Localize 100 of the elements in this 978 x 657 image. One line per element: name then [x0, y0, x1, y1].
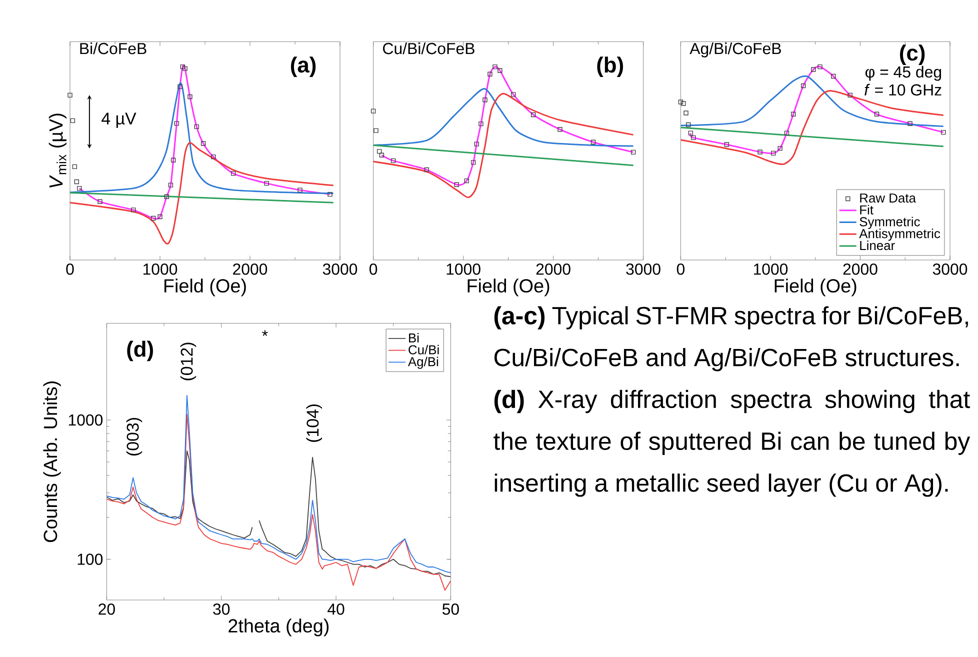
annotation: (a) [290, 56, 316, 78]
point [170, 158, 176, 162]
annotation: f = 10 GHz [864, 84, 942, 96]
point [681, 101, 686, 106]
point [818, 64, 822, 70]
point [164, 194, 170, 199]
point [691, 135, 696, 140]
point [558, 127, 562, 132]
point [178, 84, 182, 90]
point [298, 188, 302, 192]
point [68, 92, 72, 98]
point [464, 178, 469, 184]
point [784, 130, 790, 136]
point [831, 74, 836, 79]
annotation: (012) [180, 342, 196, 380]
point [454, 182, 459, 187]
point [474, 142, 479, 146]
point [530, 112, 536, 118]
point [194, 124, 199, 130]
x-tick-label: 20 [98, 604, 115, 615]
point [231, 171, 236, 176]
point [688, 130, 694, 136]
x-tick-label: 1000 [754, 264, 788, 275]
point [800, 83, 806, 88]
point [77, 186, 82, 191]
point [211, 154, 216, 160]
point [686, 122, 691, 128]
legend-label: Ag/Bi [408, 356, 438, 369]
point [72, 164, 78, 170]
annotation: * [262, 330, 268, 336]
chart-title: Ag/Bi/CoFeB [690, 42, 781, 58]
point [424, 167, 430, 172]
point [200, 141, 206, 146]
point [150, 216, 156, 221]
x-axis-title: Field (Oe) [774, 278, 856, 296]
text: (d) X-ray diffraction spectra showing that the texture of sputtered Bi can be tuned by inserting a metallic seed layer (Cu or Ag). [494, 390, 970, 497]
chart-title: Cu/Bi/CoFeB [383, 42, 474, 54]
point [390, 158, 396, 164]
point [848, 92, 852, 98]
point [158, 214, 162, 220]
legend-label: Raw Data [860, 194, 916, 203]
point [70, 118, 76, 124]
x-axis-title: Field (Oe) [164, 278, 246, 296]
legend-label: Cu/Bi [408, 344, 439, 354]
point [74, 179, 80, 184]
y-tick-label: 100 [78, 554, 103, 565]
x-tick-label: 2000 [843, 264, 878, 275]
point [724, 142, 730, 147]
point [174, 121, 179, 126]
point [131, 208, 136, 212]
annotation: (003) [126, 418, 142, 456]
point [684, 110, 688, 116]
point [168, 182, 174, 188]
x-tick-label: 3000 [626, 264, 660, 275]
x-tick-label: 30 [213, 604, 230, 615]
point [791, 112, 796, 116]
x-tick-label: 0 [66, 264, 74, 275]
x-axis-title: Field (Oe) [468, 278, 550, 296]
annotation: (104) [306, 404, 322, 442]
point [510, 92, 516, 97]
point [470, 160, 476, 165]
point [374, 128, 378, 133]
point [376, 149, 382, 154]
x-tick-label: 3000 [322, 264, 358, 275]
point [182, 66, 188, 71]
x-tick-label: 1000 [143, 264, 178, 275]
x-tick-label: 0 [369, 264, 378, 275]
point [498, 68, 502, 73]
text: (a-c) Typical ST-FMR spectra for Bi/CoFeB, Cu/Bi/CoFeB and Ag/Bi/CoFeB structures. [494, 306, 968, 372]
x-tick-label: 40 [328, 604, 344, 615]
point [811, 67, 816, 72]
legend-label: Symmetric [860, 216, 920, 229]
x-tick-label: 1000 [446, 264, 480, 275]
x-tick-label: 50 [442, 604, 459, 615]
annotation: (b) [597, 56, 623, 78]
y-axis-title: Counts (Arb. Units) [43, 381, 61, 542]
x-tick-label: 0 [676, 264, 685, 275]
point [758, 150, 762, 154]
point [492, 64, 498, 70]
point [630, 150, 636, 155]
point [98, 199, 102, 204]
point [188, 94, 192, 100]
point [370, 108, 376, 114]
chart-title: Bi/CoFeB [80, 42, 146, 54]
annotation: φ = 45 deg [865, 66, 942, 81]
legend-label: Fit [860, 204, 874, 214]
point [771, 150, 776, 156]
point [488, 72, 492, 76]
text: (c) [900, 44, 925, 66]
x-axis-title: 2theta (deg) [228, 618, 329, 636]
point [908, 121, 912, 126]
point [678, 100, 684, 104]
annotation: 4 µV [102, 112, 136, 128]
x-tick-label: 2000 [233, 264, 268, 275]
point [328, 192, 332, 197]
point [264, 180, 269, 186]
annotation: (d) [127, 340, 153, 362]
legend-label: Linear [860, 240, 895, 250]
point [379, 152, 384, 158]
point [482, 97, 488, 102]
